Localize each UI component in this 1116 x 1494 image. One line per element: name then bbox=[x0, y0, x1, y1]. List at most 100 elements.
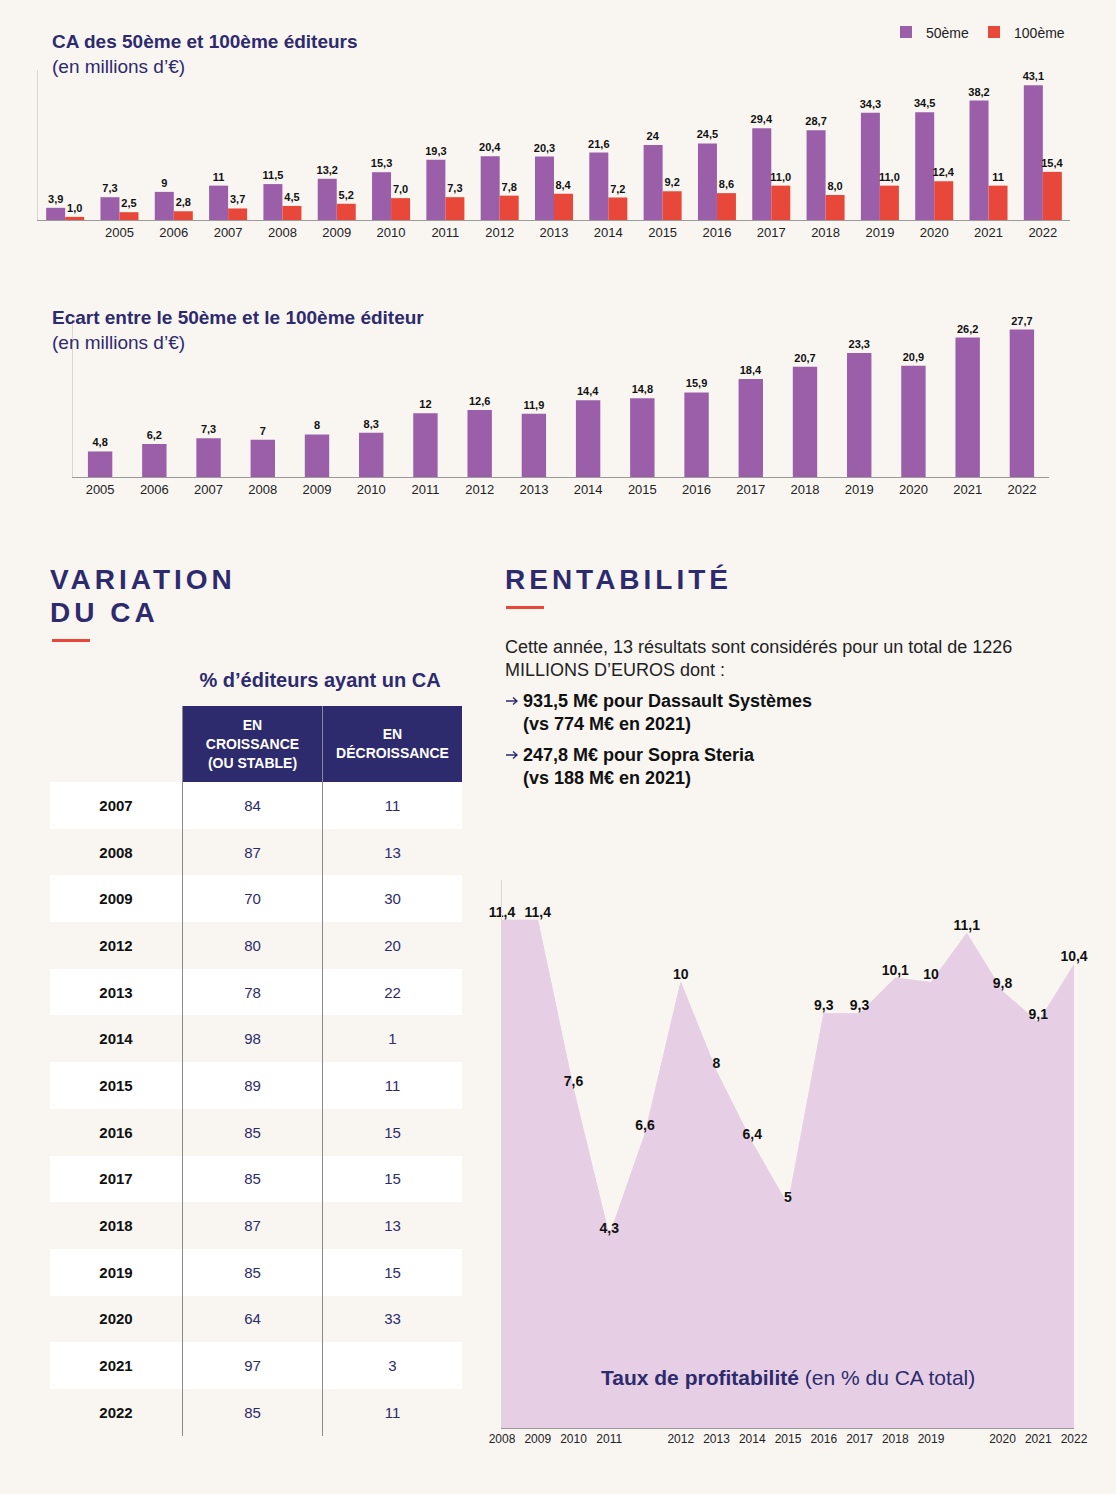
svg-text:28,7: 28,7 bbox=[805, 115, 826, 127]
svg-text:10,4: 10,4 bbox=[1060, 948, 1087, 964]
svg-text:2,5: 2,5 bbox=[121, 197, 136, 209]
svg-text:12,4: 12,4 bbox=[933, 166, 955, 178]
svg-text:7,2: 7,2 bbox=[610, 183, 625, 195]
svg-text:15,9: 15,9 bbox=[686, 377, 707, 389]
svg-text:2012: 2012 bbox=[465, 482, 494, 497]
svg-text:2013: 2013 bbox=[519, 482, 548, 497]
svg-text:7,6: 7,6 bbox=[564, 1073, 584, 1089]
svg-text:2022: 2022 bbox=[1028, 225, 1057, 240]
svg-text:100ème: 100ème bbox=[1014, 25, 1065, 41]
svg-text:2019: 2019 bbox=[845, 482, 874, 497]
svg-text:2022: 2022 bbox=[1007, 482, 1036, 497]
svg-text:8,3: 8,3 bbox=[364, 418, 379, 430]
svg-text:2013: 2013 bbox=[540, 225, 569, 240]
svg-text:9,3: 9,3 bbox=[814, 997, 834, 1013]
svg-text:9: 9 bbox=[161, 177, 167, 189]
svg-text:15,3: 15,3 bbox=[371, 157, 392, 169]
svg-text:2019: 2019 bbox=[865, 225, 894, 240]
svg-text:24: 24 bbox=[647, 130, 660, 142]
svg-text:2015: 2015 bbox=[775, 1432, 802, 1446]
svg-text:43,1: 43,1 bbox=[1023, 70, 1044, 82]
svg-text:8,0: 8,0 bbox=[827, 180, 842, 192]
svg-text:7,3: 7,3 bbox=[201, 423, 216, 435]
svg-text:2012: 2012 bbox=[485, 225, 514, 240]
svg-text:10,1: 10,1 bbox=[882, 962, 909, 978]
svg-text:9,8: 9,8 bbox=[993, 975, 1013, 991]
svg-text:7,8: 7,8 bbox=[502, 181, 517, 193]
svg-text:6,6: 6,6 bbox=[635, 1117, 655, 1133]
svg-text:11: 11 bbox=[992, 171, 1004, 183]
svg-text:7,3: 7,3 bbox=[102, 182, 117, 194]
svg-text:8: 8 bbox=[314, 419, 320, 431]
svg-text:38,2: 38,2 bbox=[968, 86, 989, 98]
svg-text:5: 5 bbox=[784, 1189, 792, 1205]
svg-text:9,1: 9,1 bbox=[1029, 1006, 1049, 1022]
svg-text:Taux de profitabilité (en % du: Taux de profitabilité (en % du CA total) bbox=[601, 1366, 975, 1389]
svg-text:8: 8 bbox=[713, 1055, 721, 1071]
svg-text:12: 12 bbox=[419, 398, 431, 410]
svg-text:20,9: 20,9 bbox=[903, 351, 924, 363]
svg-text:2012: 2012 bbox=[667, 1432, 694, 1446]
svg-text:7,0: 7,0 bbox=[393, 183, 408, 195]
svg-text:50ème: 50ème bbox=[926, 25, 969, 41]
svg-text:4,8: 4,8 bbox=[92, 436, 107, 448]
svg-text:2017: 2017 bbox=[757, 225, 786, 240]
svg-text:4,5: 4,5 bbox=[284, 191, 299, 203]
svg-text:11,9: 11,9 bbox=[523, 399, 544, 411]
svg-text:2010: 2010 bbox=[560, 1432, 587, 1446]
svg-text:7,3: 7,3 bbox=[447, 182, 462, 194]
svg-text:3,7: 3,7 bbox=[230, 193, 245, 205]
svg-text:2014: 2014 bbox=[574, 482, 603, 497]
svg-text:11,1: 11,1 bbox=[954, 917, 981, 933]
svg-text:20,3: 20,3 bbox=[534, 142, 555, 154]
svg-text:2016: 2016 bbox=[702, 225, 731, 240]
svg-text:2021: 2021 bbox=[1025, 1432, 1052, 1446]
svg-text:2,8: 2,8 bbox=[176, 196, 191, 208]
svg-text:2006: 2006 bbox=[140, 482, 169, 497]
svg-text:15,4: 15,4 bbox=[1041, 157, 1063, 169]
svg-text:19,3: 19,3 bbox=[425, 145, 446, 157]
svg-text:6,4: 6,4 bbox=[743, 1126, 763, 1142]
svg-text:2011: 2011 bbox=[431, 225, 459, 240]
svg-text:20,4: 20,4 bbox=[479, 141, 501, 153]
svg-text:11: 11 bbox=[213, 171, 225, 183]
svg-text:21,6: 21,6 bbox=[588, 138, 609, 150]
svg-text:9,2: 9,2 bbox=[664, 176, 679, 188]
svg-text:2020: 2020 bbox=[899, 482, 928, 497]
svg-text:4,3: 4,3 bbox=[600, 1220, 620, 1236]
svg-text:2018: 2018 bbox=[811, 225, 840, 240]
svg-text:26,2: 26,2 bbox=[957, 323, 978, 335]
svg-text:14,4: 14,4 bbox=[577, 385, 599, 397]
svg-text:7: 7 bbox=[260, 425, 266, 437]
svg-text:11,5: 11,5 bbox=[263, 169, 284, 181]
svg-text:3,9: 3,9 bbox=[48, 193, 63, 205]
svg-text:2011: 2011 bbox=[411, 482, 439, 497]
svg-text:2008: 2008 bbox=[268, 225, 297, 240]
svg-text:2015: 2015 bbox=[648, 225, 677, 240]
svg-text:34,5: 34,5 bbox=[914, 97, 935, 109]
svg-text:27,7: 27,7 bbox=[1011, 315, 1032, 327]
svg-text:2008: 2008 bbox=[489, 1432, 516, 1446]
svg-text:2018: 2018 bbox=[882, 1432, 909, 1446]
svg-text:2018: 2018 bbox=[791, 482, 820, 497]
svg-text:2020: 2020 bbox=[989, 1432, 1016, 1446]
svg-text:29,4: 29,4 bbox=[751, 113, 773, 125]
svg-text:8,6: 8,6 bbox=[719, 178, 734, 190]
svg-text:2022: 2022 bbox=[1061, 1432, 1088, 1446]
svg-text:2013: 2013 bbox=[703, 1432, 730, 1446]
svg-text:20,7: 20,7 bbox=[794, 352, 815, 364]
svg-text:2007: 2007 bbox=[194, 482, 223, 497]
svg-text:2014: 2014 bbox=[739, 1432, 766, 1446]
svg-text:2005: 2005 bbox=[105, 225, 134, 240]
svg-text:2015: 2015 bbox=[628, 482, 657, 497]
svg-text:12,6: 12,6 bbox=[469, 395, 490, 407]
svg-text:2016: 2016 bbox=[810, 1432, 837, 1446]
svg-text:11,4: 11,4 bbox=[525, 904, 552, 920]
svg-text:10: 10 bbox=[923, 966, 939, 982]
svg-text:2020: 2020 bbox=[920, 225, 949, 240]
svg-text:10: 10 bbox=[673, 966, 689, 982]
svg-text:13,2: 13,2 bbox=[317, 164, 338, 176]
svg-text:2010: 2010 bbox=[377, 225, 406, 240]
svg-text:11,4: 11,4 bbox=[489, 904, 516, 920]
svg-text:9,3: 9,3 bbox=[850, 997, 870, 1013]
